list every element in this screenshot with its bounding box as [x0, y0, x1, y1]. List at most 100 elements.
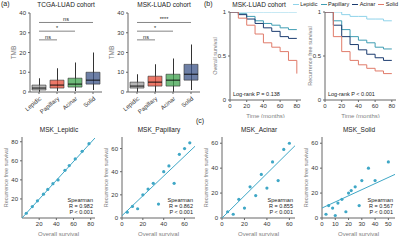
svg-text:30: 30 — [117, 30, 124, 36]
svg-text:0.5: 0.5 — [218, 53, 227, 59]
svg-text:20: 20 — [140, 221, 147, 227]
svg-text:60: 60 — [11, 158, 18, 164]
html-text:(c): (c) — [195, 117, 205, 124]
svg-text:40: 40 — [160, 221, 167, 227]
svg-text:Recurrence free survival: Recurrence free survival — [8, 148, 9, 208]
svg-text:Lepidic: Lepidic — [24, 95, 43, 113]
svg-text:20: 20 — [36, 221, 43, 227]
svg-text:0: 0 — [315, 215, 319, 221]
svg-text:20: 20 — [345, 221, 352, 227]
html-text:Lepidic: Lepidic — [300, 1, 318, 7]
svg-text:TMB: TMB — [108, 46, 115, 60]
svg-text:20: 20 — [241, 221, 248, 227]
html-text:MSK_Solid: MSK_Solid — [342, 126, 376, 133]
svg-text:40: 40 — [117, 10, 124, 16]
html-text:MSK_Lepidic: MSK_Lepidic — [39, 126, 79, 133]
svg-text:0: 0 — [323, 103, 327, 109]
html-text:TCGA-LUAD cohort: TCGA-LUAD cohort — [37, 1, 95, 8]
svg-text:10: 10 — [19, 69, 26, 75]
svg-text:****: **** — [160, 16, 169, 22]
svg-text:0: 0 — [220, 221, 224, 227]
svg-text:40: 40 — [111, 169, 118, 175]
svg-text:0: 0 — [120, 221, 124, 227]
svg-text:60: 60 — [286, 221, 293, 227]
svg-text:TMB: TMB — [10, 46, 17, 60]
html-text:(b): (b) — [204, 0, 213, 7]
svg-text:40: 40 — [355, 103, 362, 109]
html-text:MSK-LUAD cohort: MSK-LUAD cohort — [232, 1, 286, 8]
svg-text:40: 40 — [260, 103, 267, 109]
svg-text:40: 40 — [11, 177, 18, 183]
svg-text:30: 30 — [358, 221, 365, 227]
svg-text:Papillary: Papillary — [137, 95, 158, 114]
svg-text:30: 30 — [19, 30, 26, 36]
svg-text:Overall survival: Overall survival — [338, 231, 379, 236]
svg-text:Overall survival: Overall survival — [238, 231, 279, 236]
svg-text:40: 40 — [372, 221, 379, 227]
svg-text:20: 20 — [338, 103, 345, 109]
svg-text:0: 0 — [320, 221, 324, 227]
svg-text:Recurrence free survival: Recurrence free survival — [307, 26, 313, 86]
html-text:MSK-LUAD cohort: MSK-LUAD cohort — [137, 1, 191, 8]
svg-text:80: 80 — [11, 139, 18, 145]
svg-text:Recurrence free survival: Recurrence free survival — [103, 148, 109, 208]
svg-text:20: 20 — [311, 190, 318, 196]
svg-text:1: 1 — [318, 9, 322, 15]
svg-text:*: * — [154, 25, 157, 31]
svg-text:60: 60 — [277, 103, 284, 109]
svg-text:80: 80 — [87, 221, 94, 227]
svg-text:20: 20 — [243, 103, 250, 109]
svg-text:0: 0 — [215, 215, 219, 221]
html-text:(a): (a) — [1, 0, 10, 7]
svg-text:0: 0 — [318, 97, 322, 103]
svg-text:Solid: Solid — [180, 95, 194, 108]
svg-text:Time (months): Time (months) — [246, 113, 284, 118]
svg-text:20: 20 — [211, 190, 218, 196]
svg-text:0.5: 0.5 — [313, 53, 322, 59]
svg-text:1: 1 — [223, 9, 227, 15]
svg-text:*: * — [56, 25, 59, 31]
svg-text:60: 60 — [181, 221, 188, 227]
svg-text:60: 60 — [372, 103, 379, 109]
svg-text:20: 20 — [19, 50, 26, 56]
svg-text:0: 0 — [121, 89, 125, 95]
svg-text:Overall survival: Overall survival — [138, 231, 179, 236]
html-text:MSK_Acinar: MSK_Acinar — [240, 126, 278, 133]
svg-text:Overall survival: Overall survival — [212, 37, 218, 75]
svg-text:20: 20 — [117, 50, 124, 56]
svg-text:Papillary: Papillary — [39, 95, 60, 114]
svg-text:0: 0 — [115, 215, 119, 221]
svg-text:ns: ns — [63, 16, 69, 22]
svg-text:Lepidic: Lepidic — [122, 95, 141, 113]
svg-text:0: 0 — [228, 103, 232, 109]
svg-text:40: 40 — [19, 10, 26, 16]
svg-text:10: 10 — [332, 221, 339, 227]
svg-text:Recurrence free survival: Recurrence free survival — [203, 148, 209, 208]
svg-text:40: 40 — [211, 165, 218, 171]
svg-text:20: 20 — [111, 192, 118, 198]
svg-text:Acinar: Acinar — [159, 95, 176, 111]
svg-text:10: 10 — [117, 69, 124, 75]
svg-text:Recurrence free survival: Recurrence free survival — [303, 148, 309, 208]
svg-text:60: 60 — [211, 140, 218, 146]
svg-text:20: 20 — [11, 196, 18, 202]
svg-text:Acinar: Acinar — [61, 95, 78, 111]
svg-text:0: 0 — [23, 89, 27, 95]
svg-text:60: 60 — [111, 146, 118, 152]
svg-text:ns: ns — [143, 34, 149, 40]
html-text:MSK_Papillary: MSK_Papillary — [137, 126, 181, 133]
svg-text:50: 50 — [385, 221, 392, 227]
svg-text:0: 0 — [223, 97, 227, 103]
svg-text:80: 80 — [293, 103, 300, 109]
svg-text:60: 60 — [70, 221, 77, 227]
svg-text:Solid: Solid — [82, 95, 96, 108]
svg-text:40: 40 — [264, 221, 271, 227]
svg-text:Time (months): Time (months) — [341, 113, 379, 118]
svg-text:ns: ns — [45, 34, 51, 40]
svg-text:80: 80 — [388, 103, 392, 109]
svg-text:Overall survival: Overall survival — [38, 231, 79, 236]
svg-text:40: 40 — [53, 221, 60, 227]
svg-text:40: 40 — [311, 165, 318, 171]
html-text:Papillary: Papillary — [328, 1, 350, 7]
svg-text:60: 60 — [311, 140, 318, 146]
